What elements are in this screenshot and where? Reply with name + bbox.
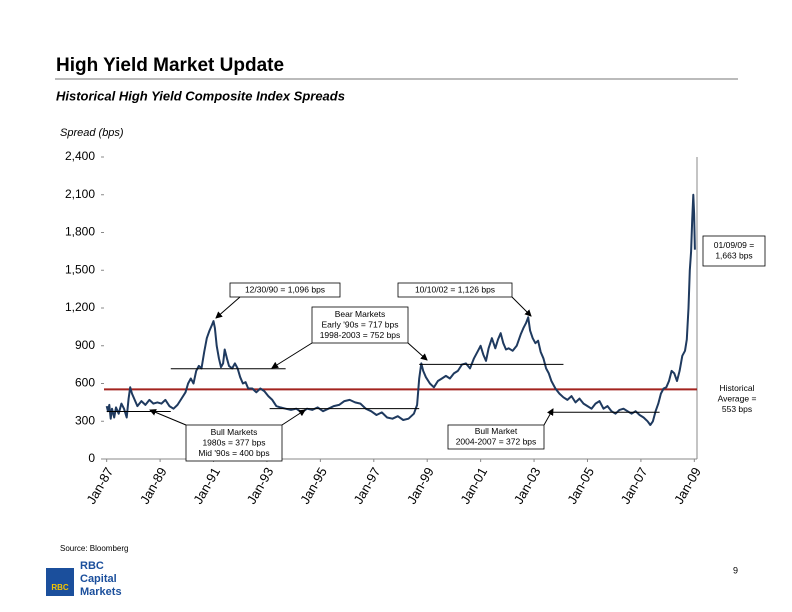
- annotation-text: 1998-2003 = 752 bps: [320, 330, 401, 340]
- annotation-text: 1,663 bps: [715, 251, 752, 261]
- annotation-text: 01/09/09 =: [714, 240, 754, 250]
- x-tick-label: Jan-93: [244, 465, 277, 507]
- annotation-text: Historical: [720, 383, 755, 393]
- x-tick-label: Jan-87: [83, 465, 116, 507]
- x-tick-label: Jan-97: [350, 465, 383, 507]
- y-tick-label: 900: [75, 338, 95, 352]
- x-tick-label: Jan-95: [297, 465, 330, 507]
- y-tick-label: 0: [88, 451, 95, 465]
- annotation-text: Bear Markets: [335, 309, 386, 319]
- y-tick-label: 1,800: [65, 225, 95, 239]
- annotation-arrow: [407, 342, 428, 361]
- x-tick-label: Jan-01: [457, 465, 490, 507]
- slide-subtitle: Historical High Yield Composite Index Sp…: [56, 88, 345, 103]
- annotation-box: [311, 306, 409, 344]
- annotation-text: 1980s = 377 bps: [202, 437, 265, 447]
- annotation-text: 2004-2007 = 372 bps: [456, 437, 537, 447]
- annotation-text: Average =: [718, 393, 757, 403]
- annotation-box: [702, 235, 766, 267]
- x-tick-label: Jan-05: [564, 465, 597, 507]
- x-tick-label: Jan-99: [404, 465, 437, 507]
- annotation-text: 10/10/02 = 1,126 bps: [415, 284, 495, 294]
- annotation-arrow: [271, 342, 313, 369]
- annotation-arrow: [149, 409, 187, 426]
- slide-title: High Yield Market Update: [56, 55, 284, 76]
- y-tick-label: 1,200: [65, 300, 95, 314]
- source: Source: Bloomberg: [60, 544, 128, 553]
- annotation-text: Bull Market: [475, 426, 518, 436]
- annotation-arrow: [281, 409, 306, 426]
- logo-text: Markets: [80, 586, 122, 598]
- annotation-arrow: [511, 296, 532, 317]
- x-tick-label: Jan-89: [137, 465, 170, 507]
- y-tick-label: 300: [75, 413, 95, 427]
- y-axis-label: Spread (bps): [60, 127, 124, 139]
- logo-text: RBC: [80, 560, 104, 572]
- spread-line: [105, 193, 696, 426]
- annotation-text: Early '90s = 717 bps: [322, 319, 399, 329]
- x-tick-label: Jan-03: [511, 465, 544, 507]
- annotation-box: [397, 282, 513, 298]
- annotation-text: Bull Markets: [211, 427, 258, 437]
- annotation-box: [185, 424, 283, 462]
- x-tick-label: Jan-09: [671, 465, 704, 507]
- logo-badge: [46, 568, 74, 596]
- annotation-box: [229, 282, 341, 298]
- page-number: 9: [733, 565, 738, 575]
- logo-badge-text: RBC: [51, 583, 69, 592]
- annotation-box: [447, 424, 545, 450]
- y-tick-label: 2,400: [65, 149, 95, 163]
- x-tick-label: Jan-91: [190, 465, 223, 507]
- annotation-arrow: [215, 296, 241, 319]
- annotation-text: 553 bps: [722, 404, 752, 414]
- logo-text: Capital: [80, 573, 117, 585]
- y-tick-label: 1,500: [65, 262, 95, 276]
- y-tick-label: 600: [75, 376, 95, 390]
- annotation-arrow: [543, 408, 554, 426]
- annotation-text: 12/30/90 = 1,096 bps: [245, 284, 325, 294]
- y-tick-label: 2,100: [65, 187, 95, 201]
- annotation-text: Mid '90s = 400 bps: [198, 448, 269, 458]
- x-tick-label: Jan-07: [618, 465, 651, 507]
